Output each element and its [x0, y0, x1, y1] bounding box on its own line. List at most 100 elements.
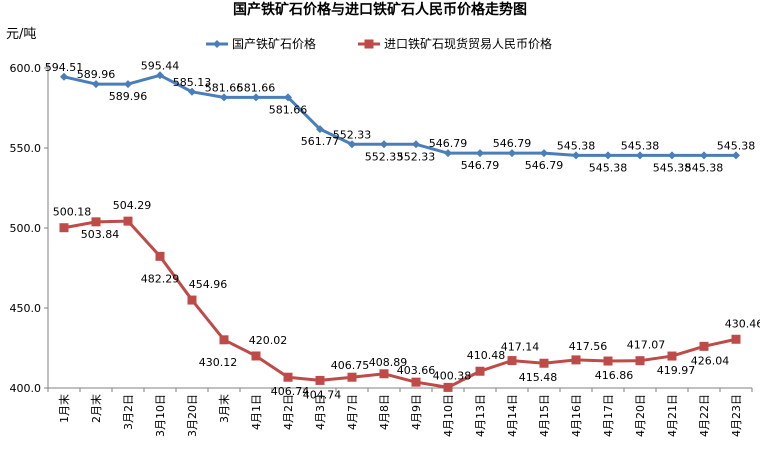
data-labels: 594.51589.96589.96595.44585.13581.66581.… [45, 59, 760, 401]
series-line [63, 73, 736, 157]
x-tick-label: 4月22日 [698, 394, 711, 437]
y-axis-unit-label: 元/吨 [6, 27, 36, 42]
data-point [124, 80, 132, 89]
data-label: 561.77 [301, 135, 340, 148]
data-label: 585.13 [173, 76, 212, 89]
series-layer [59, 71, 741, 392]
y-tick-label: 450.0 [10, 302, 42, 315]
data-label: 595.44 [141, 59, 180, 72]
data-point [444, 149, 452, 158]
data-label: 546.79 [429, 137, 468, 150]
legend: 国产铁矿石价格 进口铁矿石现货贸易人民币价格 [206, 36, 552, 51]
data-point [412, 140, 420, 149]
x-tick-label: 4月13日 [474, 394, 487, 437]
data-label: 416.86 [595, 369, 634, 382]
data-label: 589.96 [77, 68, 116, 81]
data-point [540, 149, 548, 158]
x-tick-label: 4月2日 [282, 394, 295, 430]
data-label: 500.18 [53, 206, 92, 219]
data-point [284, 93, 292, 102]
x-tick-label: 1月末 [57, 394, 71, 423]
data-point [700, 151, 708, 160]
data-point [539, 358, 549, 368]
y-tick-label: 600.0 [10, 62, 42, 75]
legend-entry: 进口铁矿石现货贸易人民币价格 [384, 36, 552, 51]
y-tick-label: 550.0 [10, 142, 42, 155]
chart-title: 国产铁矿石价格与进口铁矿石人民币价格走势图 [233, 1, 527, 18]
data-point [316, 125, 324, 134]
data-point [188, 87, 196, 96]
data-point [571, 355, 581, 365]
data-label: 400.38 [433, 369, 472, 382]
data-point [91, 217, 101, 227]
x-tick-label: 3月10日 [154, 394, 167, 437]
data-label: 430.12 [199, 356, 238, 369]
data-point [475, 366, 485, 376]
data-label: 482.29 [141, 272, 180, 285]
data-label: 417.14 [501, 341, 540, 354]
data-point [732, 151, 740, 160]
data-point [347, 372, 357, 382]
data-label: 430.46 [725, 317, 760, 330]
x-tick-label: 4月3日 [314, 394, 327, 430]
data-label: 546.79 [461, 159, 500, 172]
data-point [443, 382, 453, 392]
data-point [156, 71, 164, 80]
legend-entry: 国产铁矿石价格 [232, 36, 316, 51]
data-point [476, 149, 484, 158]
series-line [63, 219, 737, 389]
x-tick-label: 4月10日 [442, 394, 455, 437]
data-label: 417.56 [569, 340, 608, 353]
data-point [283, 372, 293, 382]
data-point [507, 356, 517, 366]
x-tick-label: 4月1日 [250, 394, 263, 430]
data-label: 594.51 [45, 61, 84, 74]
data-label: 552.33 [333, 128, 372, 141]
data-label: 545.38 [685, 161, 724, 174]
data-label: 581.66 [205, 81, 244, 94]
legend-marker [213, 40, 221, 48]
data-label: 406.74 [271, 385, 310, 398]
data-label: 415.48 [519, 371, 558, 384]
data-label: 417.07 [627, 339, 666, 352]
data-point [187, 295, 197, 305]
x-tick-label: 4月9日 [410, 394, 423, 430]
data-label: 410.48 [467, 349, 506, 362]
data-label: 426.04 [691, 354, 730, 367]
axes: 600.0 550.0 500.0 450.0 400.0 1月末 2月末 3月2日 3月10日… [10, 62, 753, 437]
data-point [603, 356, 613, 366]
data-label: 503.84 [81, 228, 120, 241]
data-point [380, 140, 388, 149]
data-point [379, 369, 389, 379]
data-point [604, 151, 612, 160]
data-label: 581.66 [237, 81, 276, 94]
data-label: 546.79 [493, 137, 532, 150]
data-label: 589.96 [109, 90, 148, 103]
x-tick-label: 4月16日 [570, 394, 583, 437]
x-tick-label: 4月7日 [346, 394, 359, 430]
data-label: 454.96 [189, 278, 228, 291]
y-tick-label: 400.0 [10, 382, 42, 395]
data-point [59, 223, 69, 233]
data-label: 545.38 [589, 161, 628, 174]
x-tick-label: 4月17日 [602, 394, 615, 437]
data-point [123, 216, 133, 226]
legend-marker [364, 39, 374, 49]
data-label: 408.89 [369, 356, 408, 369]
data-point [252, 93, 260, 102]
x-tick-label: 2月末 [89, 394, 103, 423]
data-point [668, 151, 676, 160]
data-label: 545.38 [653, 161, 692, 174]
x-tick-label: 4月8日 [378, 394, 391, 430]
x-tick-label: 3月2日 [122, 394, 135, 430]
data-point [155, 251, 165, 261]
data-point [411, 377, 421, 387]
y-tick-label: 500.0 [10, 222, 42, 235]
data-point [572, 151, 580, 160]
data-label: 545.38 [557, 139, 596, 152]
data-point [348, 140, 356, 149]
x-tick-label: 4月14日 [506, 394, 519, 437]
data-point [699, 341, 709, 351]
data-point [60, 72, 68, 81]
